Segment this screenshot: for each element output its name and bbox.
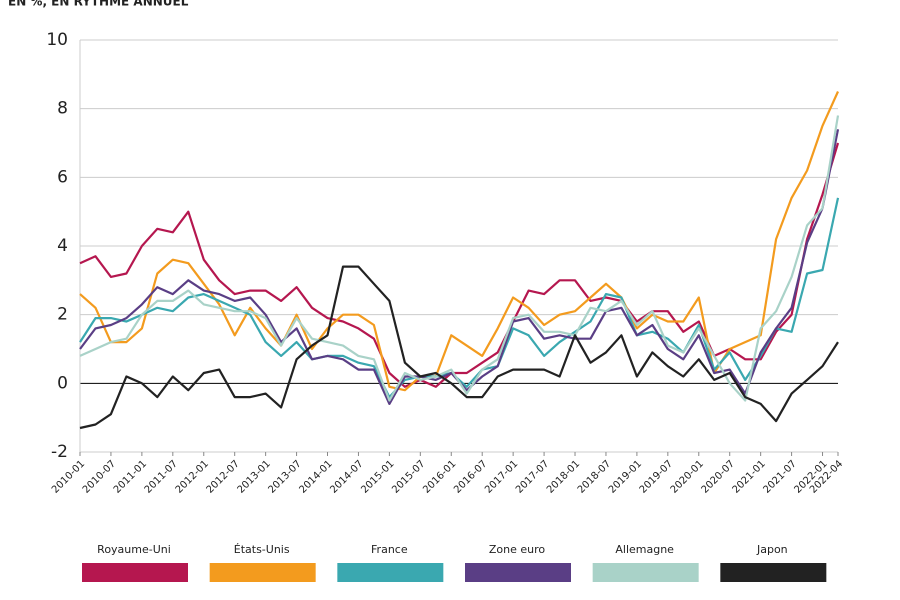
legend-swatch bbox=[592, 563, 699, 582]
y-tick-label: -2 bbox=[51, 442, 68, 462]
legend-label: Royaume-Uni bbox=[97, 543, 171, 556]
series-line bbox=[79, 115, 840, 402]
y-tick-label: 0 bbox=[57, 373, 68, 393]
legend-label: Allemagne bbox=[615, 543, 674, 556]
y-tick-label: 2 bbox=[57, 305, 68, 325]
chart-title: EN %, EN RYTHME ANNUEL bbox=[8, 0, 189, 9]
y-tick-label: 8 bbox=[57, 99, 68, 119]
legend-swatch bbox=[465, 563, 571, 582]
y-tick-label: 6 bbox=[57, 167, 68, 187]
legend-label: France bbox=[371, 543, 408, 556]
series-line bbox=[79, 265, 839, 430]
legend-label: Zone euro bbox=[489, 543, 546, 556]
legend-label: Japon bbox=[756, 543, 788, 556]
legend-swatch bbox=[720, 563, 827, 582]
series-line bbox=[79, 91, 840, 392]
legend-label: États-Unis bbox=[234, 543, 290, 556]
series-line bbox=[79, 142, 840, 388]
legend-swatch bbox=[209, 563, 316, 582]
y-tick-label: 10 bbox=[46, 30, 68, 50]
y-tick-label: 4 bbox=[57, 236, 68, 256]
legend-swatch bbox=[337, 563, 444, 582]
legend-swatch bbox=[82, 563, 188, 582]
series-line bbox=[79, 129, 840, 405]
